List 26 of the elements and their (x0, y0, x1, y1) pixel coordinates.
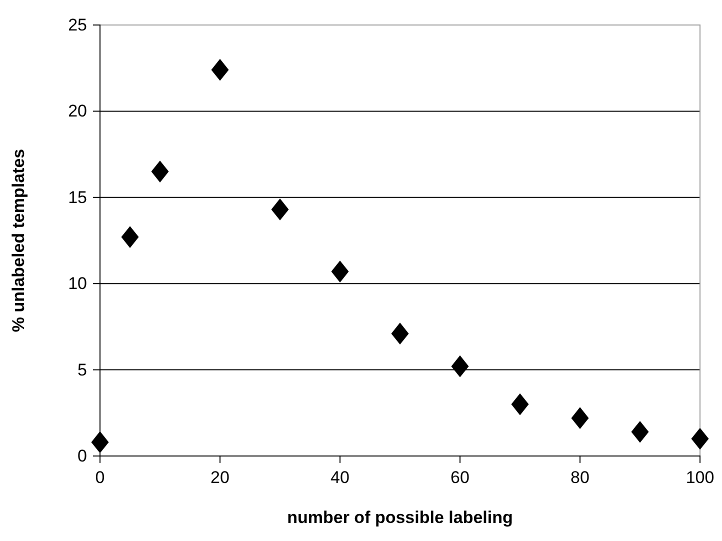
point (331, 260, 349, 282)
y-tick-label: 20 (68, 102, 87, 121)
y-tick-label: 0 (78, 446, 87, 466)
point (631, 420, 649, 443)
point (691, 428, 709, 450)
x-tick-label: 80 (570, 468, 590, 488)
x-tick-label: 100 (686, 468, 714, 488)
point (271, 198, 289, 220)
y-axis-title: % unlabeled templates (9, 148, 28, 332)
x-axis-title: number of possible labeling (287, 508, 513, 527)
x-tick-label: 60 (450, 468, 470, 488)
point (451, 355, 469, 378)
point (571, 407, 589, 429)
y-tick-label: 10 (68, 274, 87, 294)
point (91, 431, 109, 454)
point (151, 160, 169, 182)
y-tick-label: 5 (78, 360, 87, 380)
point (511, 393, 529, 416)
point (121, 226, 139, 248)
x-tick-label: 20 (210, 468, 230, 488)
x-tick-label: 40 (330, 468, 350, 488)
x-tick-label: 0 (95, 468, 105, 488)
point (211, 58, 229, 81)
y-tick-label: 25 (68, 15, 87, 34)
y-tick-label: 15 (68, 188, 87, 207)
point (391, 322, 409, 345)
